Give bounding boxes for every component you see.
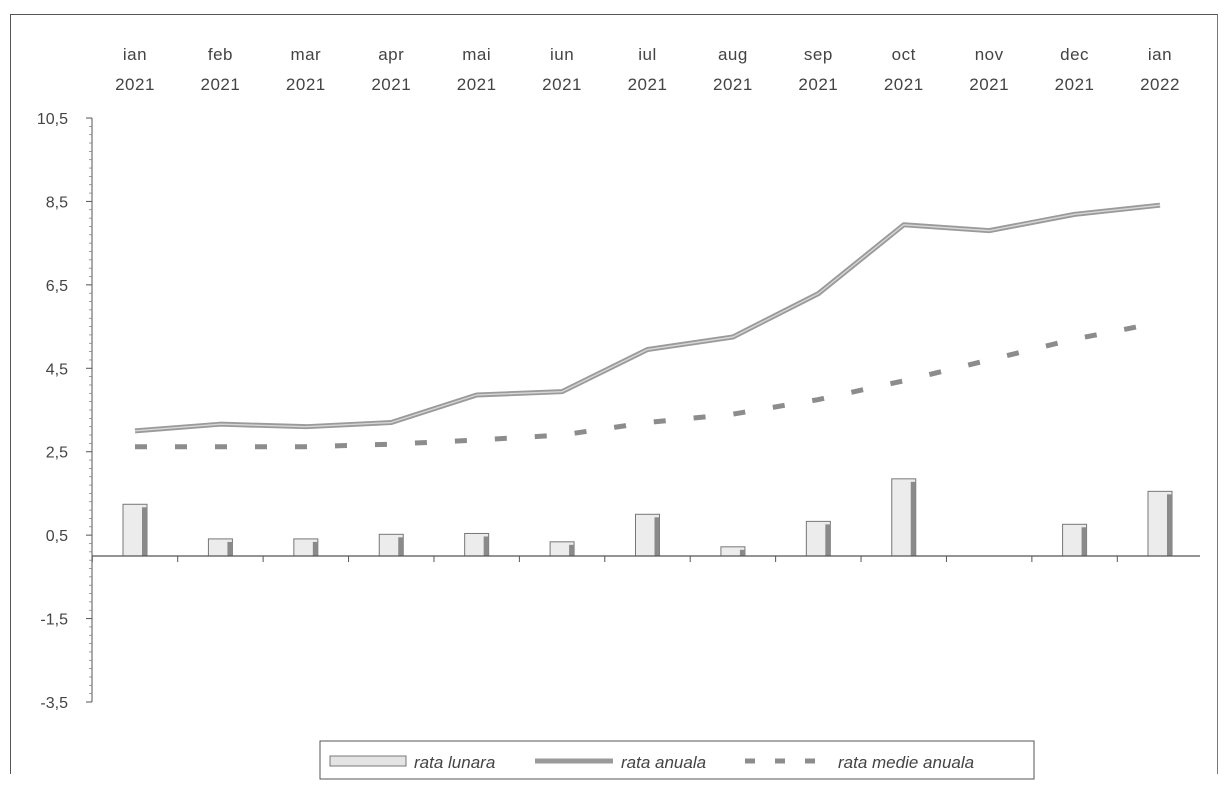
legend-label-rata-medie-anuala: rata medie anuala [838,753,974,772]
year-label: 2021 [798,75,838,94]
year-label: 2021 [115,75,155,94]
bar-rata-lunara [122,503,148,557]
bar-rata-lunara [1147,490,1173,557]
legend-label-rata-anuala: rata anuala [621,753,706,772]
chart-frame [10,14,1218,774]
month-label: dec [1060,45,1089,64]
month-label: ian [1148,45,1172,64]
month-label: oct [892,45,916,64]
year-label: 2021 [201,75,241,94]
month-label: nov [975,45,1004,64]
bar-rata-lunara [464,532,490,557]
lines [134,202,1161,450]
y-tick-label: 10,5 [37,111,68,128]
y-tick-label: 6,5 [46,278,68,295]
bar-rata-lunara [378,533,404,557]
legend-box [319,740,1035,780]
year-label: 2021 [542,75,582,94]
month-label: iul [638,45,657,64]
year-label: 2021 [457,75,497,94]
month-label: apr [378,45,404,64]
year-label: 2021 [713,75,753,94]
y-tick-label: 0,5 [46,528,68,545]
x-axis [91,555,1200,562]
y-tick-label: 8,5 [46,194,68,211]
line-rata-anuala-highlight [134,204,1161,432]
bar-rata-lunara [805,520,831,557]
y-tick-label: 4,5 [46,361,68,378]
year-label: 2022 [1140,75,1180,94]
year-label: 2021 [371,75,411,94]
y-tick-label: -3,5 [40,695,68,712]
month-label: feb [208,45,233,64]
bar-rata-lunara [1062,523,1088,557]
legend-swatch-rata-lunara [329,755,407,767]
y-tick-label: 2,5 [46,445,68,462]
bar-rata-lunara [549,541,575,557]
month-label: iun [550,45,574,64]
year-label: 2021 [286,75,326,94]
month-label: mar [290,45,321,64]
y-axis: 10,5 8,5 6,5 4,5 2,5 0,5 -1,5 -3,5 [37,111,93,712]
line-rata-medie-anuala [135,319,1161,450]
bar-rata-lunara [635,513,660,557]
year-label: 2021 [884,75,924,94]
year-label: 2021 [1055,75,1095,94]
bar-rata-lunara [293,538,319,557]
legend-label-rata-lunara: rata lunara [414,753,495,772]
year-label: 2021 [628,75,668,94]
month-label: mai [462,45,491,64]
month-label: ian [123,45,147,64]
year-label: 2021 [969,75,1009,94]
y-tick-label: -1,5 [40,612,68,629]
bar-rata-lunara [891,478,917,557]
line-rata-anuala [134,202,1161,434]
bar-rata-lunara [207,538,233,557]
bar-rata-lunara [720,546,746,557]
month-label: aug [718,45,748,64]
month-labels: ian 2021 feb 2021 mar 2021 apr 2021 mai 2021 iun 20… [115,45,1180,94]
legend: rata lunara rata anuala rata medie anual… [319,740,1035,780]
month-label: sep [804,45,833,64]
bars [122,478,1173,557]
